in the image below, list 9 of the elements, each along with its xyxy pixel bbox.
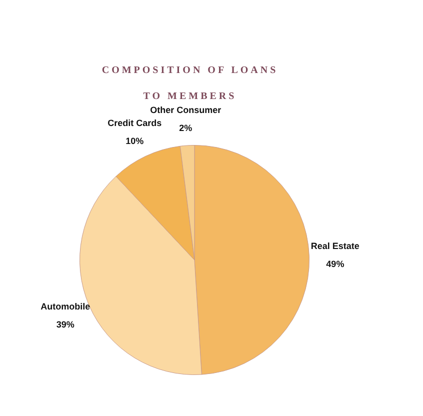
data-label: 2% bbox=[179, 123, 192, 134]
slice-label: Automobile bbox=[40, 301, 90, 312]
slice-label: Real Estate bbox=[310, 241, 360, 252]
data-label: 49% bbox=[326, 259, 344, 270]
data-label: 39% bbox=[56, 319, 74, 330]
chart-title: COMPOSITION OF LOANS TO MEMBERS bbox=[102, 65, 278, 102]
slice-label: Other Consumer bbox=[150, 105, 222, 116]
data-label: 10% bbox=[126, 136, 144, 146]
slice-label: Credit Cards bbox=[108, 118, 162, 128]
